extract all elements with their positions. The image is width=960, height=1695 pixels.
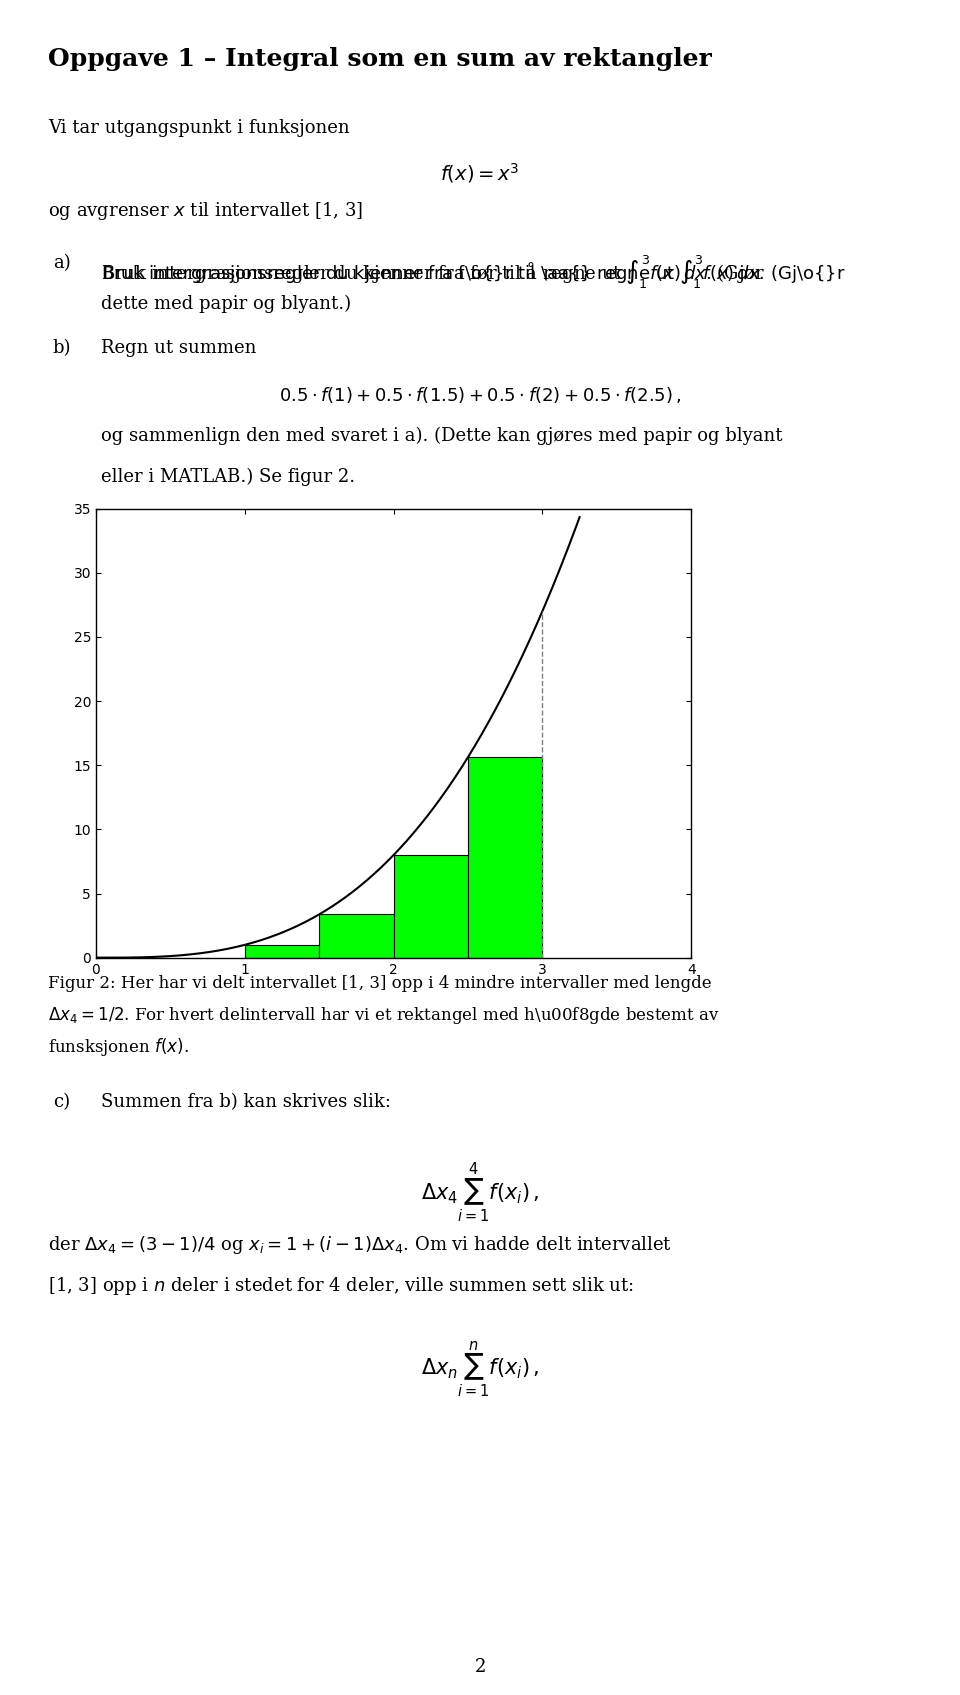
Text: $\Delta x_4 \sum_{i=1}^{4} f(x_i)\,,$: $\Delta x_4 \sum_{i=1}^{4} f(x_i)\,,$ <box>420 1161 540 1224</box>
Text: Bruk intergrasjonsregler du kjenner fra f\o{}r til \aa{} regne ut $\int_1^3 f(x): Bruk intergrasjonsregler du kjenner fra … <box>101 254 846 292</box>
Text: og avgrenser $x$ til intervallet [1, 3]: og avgrenser $x$ til intervallet [1, 3] <box>48 200 363 222</box>
Text: 2: 2 <box>474 1658 486 1676</box>
Text: Summen fra b) kan skrives slik:: Summen fra b) kan skrives slik: <box>101 1093 391 1112</box>
Text: $\Delta x_4 = 1/2$. For hvert delintervall har vi et rektangel med h\u00f8gde be: $\Delta x_4 = 1/2$. For hvert delinterva… <box>48 1005 720 1025</box>
Text: Regn ut summen: Regn ut summen <box>101 339 256 358</box>
Text: og sammenlign den med svaret i a). (Dette kan gjøres med papir og blyant: og sammenlign den med svaret i a). (Dett… <box>101 427 782 446</box>
Text: eller i MATLAB.) Se figur 2.: eller i MATLAB.) Se figur 2. <box>101 468 355 486</box>
Bar <box>394 854 468 958</box>
Text: $f(x) = x^3$: $f(x) = x^3$ <box>441 161 519 185</box>
Bar <box>468 758 542 958</box>
Text: a): a) <box>53 254 70 273</box>
Text: funsksjonen $f(x)$.: funsksjonen $f(x)$. <box>48 1036 189 1058</box>
Text: Vi tar utgangspunkt i funksjonen: Vi tar utgangspunkt i funksjonen <box>48 119 349 137</box>
Text: [1, 3] opp i $n$ deler i stedet for 4 deler, ville summen sett slik ut:: [1, 3] opp i $n$ deler i stedet for 4 de… <box>48 1275 634 1297</box>
Text: Figur 2: Her har vi delt intervallet [1, 3] opp i 4 mindre intervaller med lengd: Figur 2: Her har vi delt intervallet [1,… <box>48 975 711 992</box>
Text: der $\Delta x_4 = (3-1)/4$ og $x_i = 1 + (i-1)\Delta x_4$. Om vi hadde delt inte: der $\Delta x_4 = (3-1)/4$ og $x_i = 1 +… <box>48 1234 672 1256</box>
Text: c): c) <box>53 1093 70 1112</box>
Text: b): b) <box>53 339 71 358</box>
Bar <box>319 914 394 958</box>
Bar <box>245 944 319 958</box>
Text: $\Delta x_n \sum_{i=1}^{n} f(x_i)\,,$: $\Delta x_n \sum_{i=1}^{n} f(x_i)\,,$ <box>420 1339 540 1398</box>
Text: $0.5 \cdot f(1) + 0.5 \cdot f(1.5) + 0.5 \cdot f(2) + 0.5 \cdot f(2.5)\,,$: $0.5 \cdot f(1) + 0.5 \cdot f(1.5) + 0.5… <box>278 385 682 405</box>
Text: Oppgave 1 – Integral som en sum av rektangler: Oppgave 1 – Integral som en sum av rekta… <box>48 47 711 71</box>
Text: Bruk intergrasjonsregler du kjenner fra før til å regne ut $\int_1^3 f(x)\,dx$. : Bruk intergrasjonsregler du kjenner fra … <box>101 254 765 292</box>
Text: dette med papir og blyant.): dette med papir og blyant.) <box>101 295 351 314</box>
